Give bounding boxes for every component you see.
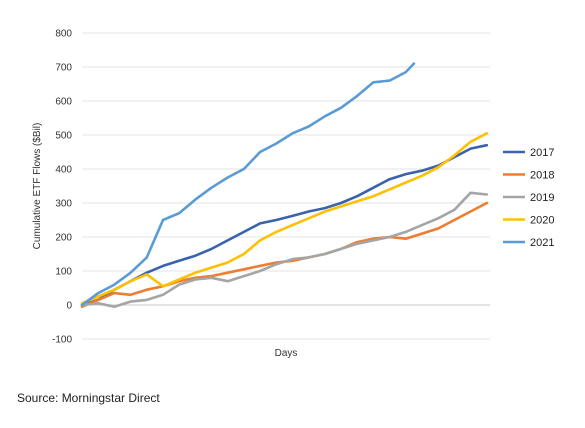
y-tick-label: 800 xyxy=(55,29,72,40)
y-tick-label: 100 xyxy=(55,267,72,278)
y-tick-label: 300 xyxy=(55,199,72,210)
series-line-2019 xyxy=(80,191,489,309)
legend-label-2018: 2018 xyxy=(530,170,554,182)
y-tick-label: 400 xyxy=(55,165,72,176)
series-line-2021 xyxy=(80,62,416,307)
gridlines xyxy=(82,32,490,340)
y-axis-label: Cumulative ETF Flows ($Bil) xyxy=(32,123,43,250)
y-tick-labels: -100 0 100 200 300 400 500 600 700 800 xyxy=(52,29,72,346)
series-lines xyxy=(80,62,489,309)
legend-label-2021: 2021 xyxy=(530,237,554,249)
x-axis-label: Days xyxy=(275,348,298,359)
y-tick-label: 200 xyxy=(55,233,72,244)
source-note: Source: Morningstar Direct xyxy=(17,391,160,405)
legend-label-2017: 2017 xyxy=(530,147,554,159)
legend: 2017 2018 2019 2020 2021 xyxy=(503,147,554,249)
y-tick-label: 0 xyxy=(66,301,72,312)
y-tick-label: 600 xyxy=(55,97,72,108)
series-line-2017 xyxy=(80,143,489,307)
series-line-2020 xyxy=(80,132,489,305)
y-tick-label: 500 xyxy=(55,131,72,142)
y-tick-label: -100 xyxy=(52,335,72,346)
legend-label-2019: 2019 xyxy=(530,192,554,204)
line-chart: -100 0 100 200 300 400 500 600 700 800 Cumulative… xyxy=(32,29,554,360)
chart-area: -100 0 100 200 300 400 500 600 700 800 Cumulative… xyxy=(32,29,554,360)
y-tick-label: 700 xyxy=(55,63,72,74)
legend-label-2020: 2020 xyxy=(530,215,554,227)
